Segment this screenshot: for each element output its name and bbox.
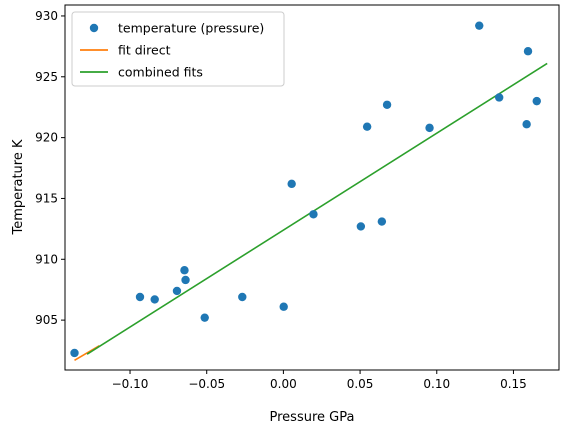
legend-label: fit direct: [118, 43, 171, 58]
data-point: [377, 217, 387, 226]
data-point: [172, 286, 182, 296]
axes-frame: [64, 4, 560, 371]
data-point: [425, 123, 434, 133]
data-point: [279, 302, 288, 311]
x-tick-label: −0.05: [188, 377, 225, 391]
legend: temperature (pressure) fit direct combined…: [71, 11, 285, 87]
x-tick-label: 0.05: [347, 377, 374, 391]
data-point: [362, 122, 372, 131]
legend-marker-temperature-pressure-: [89, 23, 99, 33]
plot-area: [70, 21, 548, 361]
x-tick-label: −0.10: [112, 377, 149, 391]
data-point: [70, 348, 79, 358]
legend-box: [71, 11, 285, 87]
y-tick-label: 910: [35, 252, 58, 266]
y-tick-label: 930: [35, 9, 58, 23]
x-axis-label: Pressure GPa: [270, 410, 355, 425]
y-tick-label: 915: [35, 191, 58, 205]
data-point: [135, 292, 145, 302]
x-tick-label: 0.15: [500, 377, 527, 391]
y-tick-label: 920: [35, 131, 58, 145]
x-axis-ticks: −0.10 −0.05 0.00 0.05 0.10 0.15: [112, 370, 527, 391]
data-point: [382, 100, 392, 109]
data-point: [475, 21, 484, 30]
data-point: [532, 96, 541, 106]
data-point: [150, 295, 159, 304]
data-point: [238, 292, 247, 302]
y-tick-label: 925: [35, 70, 58, 84]
legend-label: combined fits: [118, 65, 203, 80]
data-point: [181, 275, 190, 285]
legend-label: temperature (pressure): [118, 21, 264, 36]
y-tick-label: 905: [35, 313, 58, 327]
data-point: [200, 313, 209, 322]
data-point: [356, 222, 366, 231]
data-point: [287, 179, 296, 189]
x-tick-label: 0.00: [270, 377, 297, 391]
data-point: [523, 47, 533, 56]
x-tick-label: 0.10: [423, 377, 450, 391]
data-point: [522, 120, 531, 129]
y-axis-label: Temperature K: [11, 139, 26, 235]
y-axis-ticks: 905 910 915 920 925 930: [35, 9, 65, 327]
data-point: [180, 266, 189, 275]
data-point: [309, 210, 318, 219]
data-point: [494, 93, 504, 102]
combined-fits-line: [86, 62, 548, 355]
